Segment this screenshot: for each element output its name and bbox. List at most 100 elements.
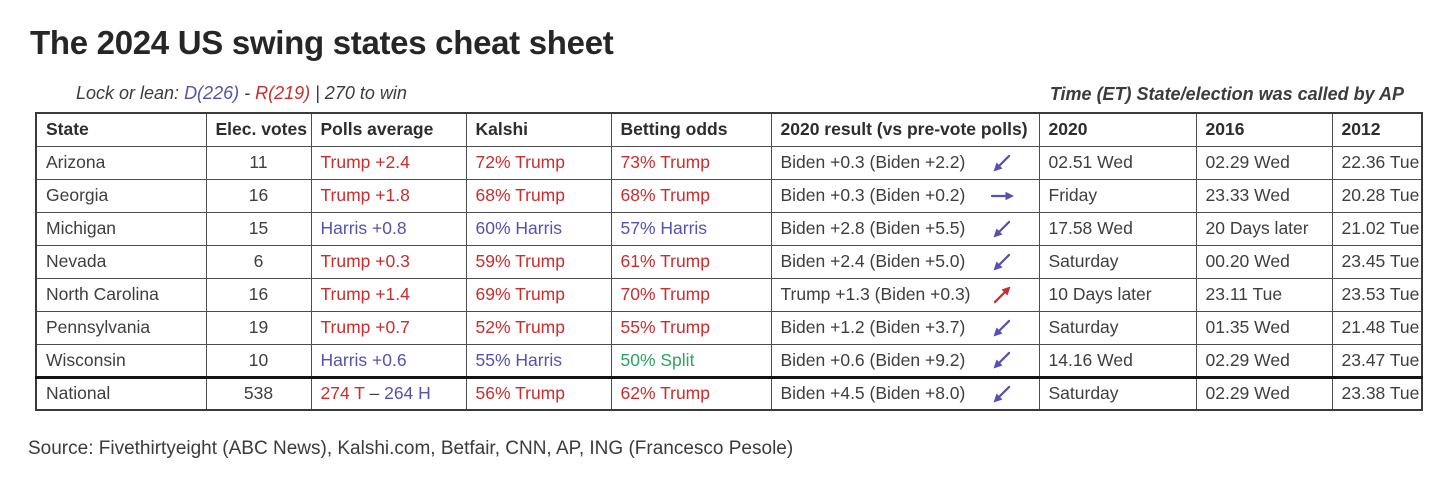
called-2016-cell: 02.29 Wed bbox=[1195, 145, 1333, 180]
result-text: Biden +0.3 (Biden +0.2) bbox=[780, 185, 966, 205]
value-segment: Harris +0.6 bbox=[320, 349, 407, 370]
value-segment: 57% Harris bbox=[620, 218, 708, 238]
value-segment: Trump +0.7 bbox=[320, 317, 410, 337]
called-2012-cell: 23.38 Tue bbox=[1331, 375, 1423, 411]
called-2020-cell: 02.51 Wed bbox=[1038, 145, 1197, 180]
called-2012-cell: 22.36 Tue bbox=[1331, 145, 1423, 180]
elec-votes-cell: 6 bbox=[205, 244, 312, 279]
lock-or-lean-suffix: | 270 to win bbox=[310, 83, 407, 103]
kalshi-cell: 56% Trump bbox=[465, 375, 612, 411]
called-2012-cell: 21.48 Tue bbox=[1331, 310, 1423, 345]
column-header: 2020 bbox=[1038, 112, 1197, 147]
value-segment: 55% Trump bbox=[620, 317, 710, 337]
value-segment: 69% Trump bbox=[475, 284, 565, 304]
called-2016-cell: 01.35 Wed bbox=[1195, 310, 1333, 345]
called-2016-cell: 02.29 Wed bbox=[1195, 343, 1333, 378]
kalshi-cell: 68% Trump bbox=[465, 178, 612, 213]
trend-arrow-up-right-icon bbox=[993, 286, 1010, 303]
page-title: The 2024 US swing states cheat sheet bbox=[30, 24, 614, 61]
kalshi-cell: 59% Trump bbox=[465, 244, 612, 279]
result-text: Biden +0.6 (Biden +9.2) bbox=[780, 349, 966, 370]
called-2020-cell: Saturday bbox=[1038, 244, 1197, 279]
kalshi-cell: 72% Trump bbox=[465, 145, 612, 180]
result-2020-cell: Biden +2.8 (Biden +5.5) bbox=[770, 211, 1040, 246]
column-header: 2020 result (vs pre-vote polls) bbox=[770, 112, 1040, 147]
value-segment: 70% Trump bbox=[620, 284, 710, 304]
state-cell: Georgia bbox=[35, 178, 207, 213]
table-row: Wisconsin 10 Harris +0.6 55% Harris 50% Spli… bbox=[35, 343, 1423, 378]
value-segment: 72% Trump bbox=[475, 152, 565, 172]
value-segment: 68% Trump bbox=[620, 185, 710, 205]
called-2020-cell: 17.58 Wed bbox=[1038, 211, 1197, 246]
kalshi-cell: 69% Trump bbox=[465, 277, 612, 312]
betting-odds-cell: 62% Trump bbox=[610, 375, 772, 411]
lock-or-lean-note: Lock or lean: D(226) - R(219) | 270 to w… bbox=[76, 83, 407, 104]
value-segment: 264 H bbox=[384, 383, 431, 404]
state-cell: Pennsylvania bbox=[35, 310, 207, 345]
polls-average-cell: Harris +0.8 bbox=[310, 211, 467, 246]
result-text: Biden +2.4 (Biden +5.0) bbox=[780, 251, 966, 271]
value-segment: 50% Split bbox=[620, 349, 695, 370]
value-segment: Trump +0.3 bbox=[320, 251, 410, 271]
betting-odds-cell: 70% Trump bbox=[610, 277, 772, 312]
source-note: Source: Fivethirtyeight (ABC News), Kals… bbox=[28, 438, 794, 459]
trend-arrow-right-icon bbox=[990, 191, 1014, 200]
result-text: Biden +1.2 (Biden +3.7) bbox=[780, 317, 966, 337]
called-2020-cell: Friday bbox=[1038, 178, 1197, 213]
polls-average-cell: Trump +0.3 bbox=[310, 244, 467, 279]
table-row: Pennsylvania 19 Trump +0.7 52% Trump 55% Tru… bbox=[35, 310, 1423, 345]
column-header: 2016 bbox=[1195, 112, 1333, 147]
table-row: Nevada 6 Trump +0.3 59% Trump 61% Trump Biden… bbox=[35, 244, 1423, 279]
betting-odds-cell: 73% Trump bbox=[610, 145, 772, 180]
called-2016-cell: 23.11 Tue bbox=[1195, 277, 1333, 312]
table-row: Georgia 16 Trump +1.8 68% Trump 68% Trump Bid… bbox=[35, 178, 1423, 213]
elec-votes-cell: 538 bbox=[205, 375, 312, 411]
column-header: Kalshi bbox=[465, 112, 612, 147]
value-segment: 274 T bbox=[320, 383, 365, 404]
result-2020-cell: Biden +0.6 (Biden +9.2) bbox=[770, 343, 1040, 378]
value-segment: 73% Trump bbox=[620, 152, 710, 172]
table-body: Arizona 11 Trump +2.4 72% Trump 73% Trump Bid… bbox=[35, 145, 1423, 411]
polls-average-cell: Harris +0.6 bbox=[310, 343, 467, 378]
polls-average-cell: Trump +0.7 bbox=[310, 310, 467, 345]
value-segment: Trump +2.4 bbox=[320, 152, 410, 172]
state-cell: Nevada bbox=[35, 244, 207, 279]
lock-or-lean-separator: - bbox=[239, 83, 256, 103]
column-header: 2012 bbox=[1331, 112, 1423, 147]
value-segment: 62% Trump bbox=[620, 383, 710, 404]
state-cell: Michigan bbox=[35, 211, 207, 246]
result-text: Biden +2.8 (Biden +5.5) bbox=[780, 218, 966, 238]
result-2020-cell: Biden +0.3 (Biden +0.2) bbox=[770, 178, 1040, 213]
value-segment: – bbox=[364, 383, 385, 404]
polls-average-cell: 274 T – 264 H bbox=[310, 375, 467, 411]
swing-states-table: State Elec. votes Polls average Kalshi Betti… bbox=[35, 112, 1423, 411]
kalshi-cell: 55% Harris bbox=[465, 343, 612, 378]
ap-call-time-note: Time (ET) State/election was called by A… bbox=[1049, 84, 1404, 104]
value-segment: 56% Trump bbox=[475, 383, 565, 404]
betting-odds-cell: 57% Harris bbox=[610, 211, 772, 246]
called-2016-cell: 00.20 Wed bbox=[1195, 244, 1333, 279]
column-header: Polls average bbox=[310, 112, 467, 147]
table-row: National 538 274 T – 264 H 56% Trump 62% Tru… bbox=[35, 375, 1423, 411]
elec-votes-cell: 11 bbox=[205, 145, 312, 180]
polls-average-cell: Trump +2.4 bbox=[310, 145, 467, 180]
table-header: State Elec. votes Polls average Kalshi Betti… bbox=[35, 112, 1423, 147]
state-cell: Wisconsin bbox=[35, 343, 207, 378]
trend-arrow-down-left-icon bbox=[993, 253, 1010, 270]
value-segment: Harris +0.8 bbox=[320, 218, 407, 238]
trend-arrow-down-left-icon bbox=[993, 154, 1010, 171]
table-row: Arizona 11 Trump +2.4 72% Trump 73% Trump Bid… bbox=[35, 145, 1423, 180]
trend-arrow-down-left-icon bbox=[993, 319, 1010, 336]
called-2020-cell: 10 Days later bbox=[1038, 277, 1197, 312]
result-text: Biden +0.3 (Biden +2.2) bbox=[780, 152, 966, 172]
called-2020-cell: Saturday bbox=[1038, 375, 1197, 411]
elec-votes-cell: 19 bbox=[205, 310, 312, 345]
value-segment: 55% Harris bbox=[475, 349, 563, 370]
table-row: Michigan 15 Harris +0.8 60% Harris 57% Harri… bbox=[35, 211, 1423, 246]
polls-average-cell: Trump +1.8 bbox=[310, 178, 467, 213]
called-2012-cell: 21.02 Tue bbox=[1331, 211, 1423, 246]
betting-odds-cell: 68% Trump bbox=[610, 178, 772, 213]
called-2016-cell: 20 Days later bbox=[1195, 211, 1333, 246]
state-cell: National bbox=[35, 375, 207, 411]
elec-votes-cell: 16 bbox=[205, 178, 312, 213]
